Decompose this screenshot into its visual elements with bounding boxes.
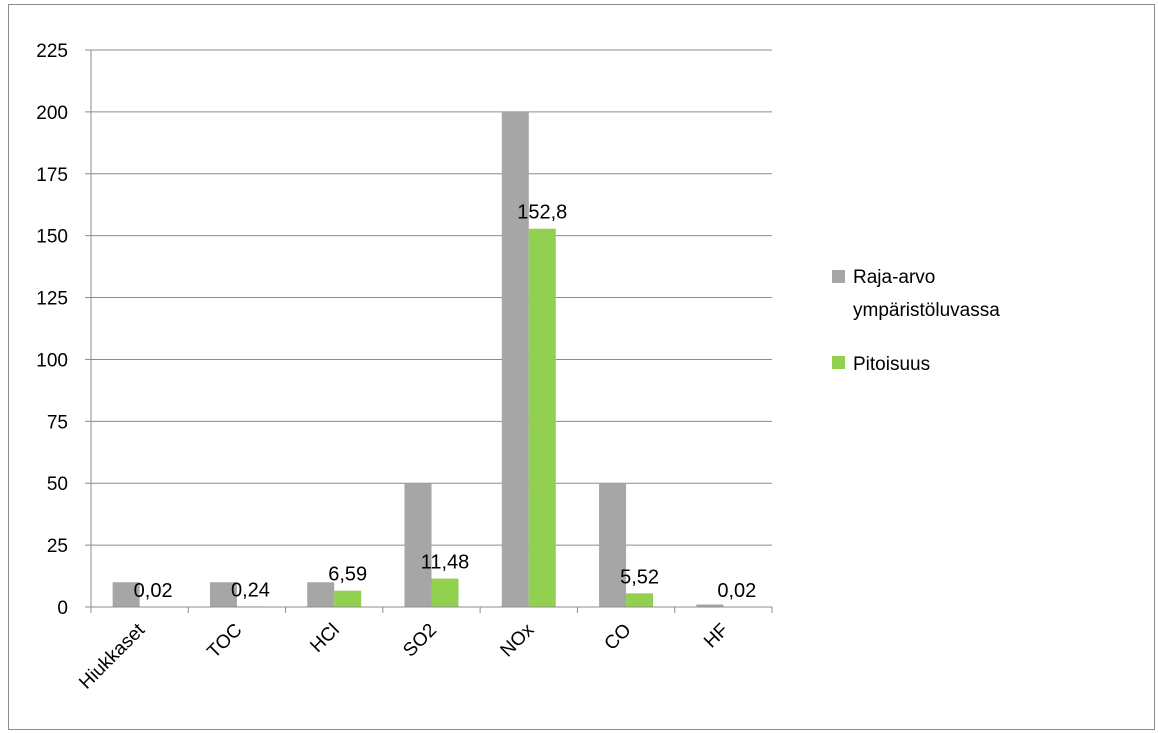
- chart-frame: [8, 4, 1155, 730]
- y-tick-label: 100: [36, 350, 68, 371]
- x-tick-label-hcl: HCl: [307, 620, 344, 657]
- y-tick-label: 225: [36, 41, 68, 62]
- bar-raja-arvo-toc: [209, 582, 237, 607]
- legend-label-raja-arvo-line1: Raja-arvo: [853, 267, 935, 288]
- data-label-toc: 0,24: [231, 579, 270, 601]
- y-tick-label: 150: [36, 227, 68, 248]
- data-label-hcl: 6,59: [328, 564, 367, 586]
- bar-raja-arvo-hiukkaset: [112, 582, 140, 607]
- y-tick-label: 125: [36, 289, 68, 310]
- y-tick-label: 200: [36, 103, 68, 124]
- bar-pitoisuus-nox: [528, 228, 556, 607]
- bar-raja-arvo-nox: [501, 111, 529, 607]
- legend: Raja-arvo ympäristöluvassa Pitoisuus: [832, 267, 1000, 375]
- bar-raja-arvo-so2: [404, 483, 432, 607]
- x-tick-label-nox: NOx: [497, 619, 539, 661]
- bar-raja-arvo-co: [599, 483, 627, 607]
- bar-pitoisuus-co: [626, 593, 654, 607]
- x-tick-label-hf: HF: [700, 620, 733, 653]
- bar-raja-arvo-hcl: [307, 582, 335, 607]
- data-label-nox: 152,8: [517, 202, 567, 224]
- y-tick-label: 175: [36, 165, 68, 186]
- legend-swatch-raja-arvo: [832, 270, 845, 283]
- bar-raja-arvo-hf: [696, 604, 724, 607]
- legend-swatch-pitoisuus: [832, 356, 845, 369]
- data-label-hf: 0,02: [717, 580, 756, 602]
- bar-pitoisuus-hcl: [334, 590, 362, 607]
- y-tick-label: 50: [47, 474, 68, 495]
- data-labels: 0,02 0,24 6,59 11,48 152,8 5,52 0,02: [134, 202, 757, 602]
- x-tick-label-hiukkaset: Hiukkaset: [75, 619, 149, 693]
- x-axis-ticks: Hiukkaset TOC HCl SO2 NOx CO HF: [75, 606, 773, 694]
- bars: [112, 111, 751, 607]
- x-tick-label-so2: SO2: [399, 620, 441, 662]
- y-axis-ticks: 0 25 50 75 100 125 150 175 200 225: [36, 41, 91, 619]
- legend-label-pitoisuus: Pitoisuus: [853, 354, 930, 375]
- legend-label-raja-arvo-line2: ympäristöluvassa: [853, 300, 1000, 321]
- y-tick-label: 75: [47, 412, 68, 433]
- data-label-hiukkaset: 0,02: [134, 580, 173, 602]
- data-label-so2: 11,48: [421, 552, 470, 574]
- y-tick-label: 25: [47, 536, 68, 557]
- x-tick-label-co: CO: [601, 620, 636, 655]
- x-tick-label-toc: TOC: [203, 620, 246, 663]
- bar-pitoisuus-so2: [431, 578, 459, 607]
- y-tick-label: 0: [57, 598, 68, 619]
- data-label-co: 5,52: [620, 566, 659, 588]
